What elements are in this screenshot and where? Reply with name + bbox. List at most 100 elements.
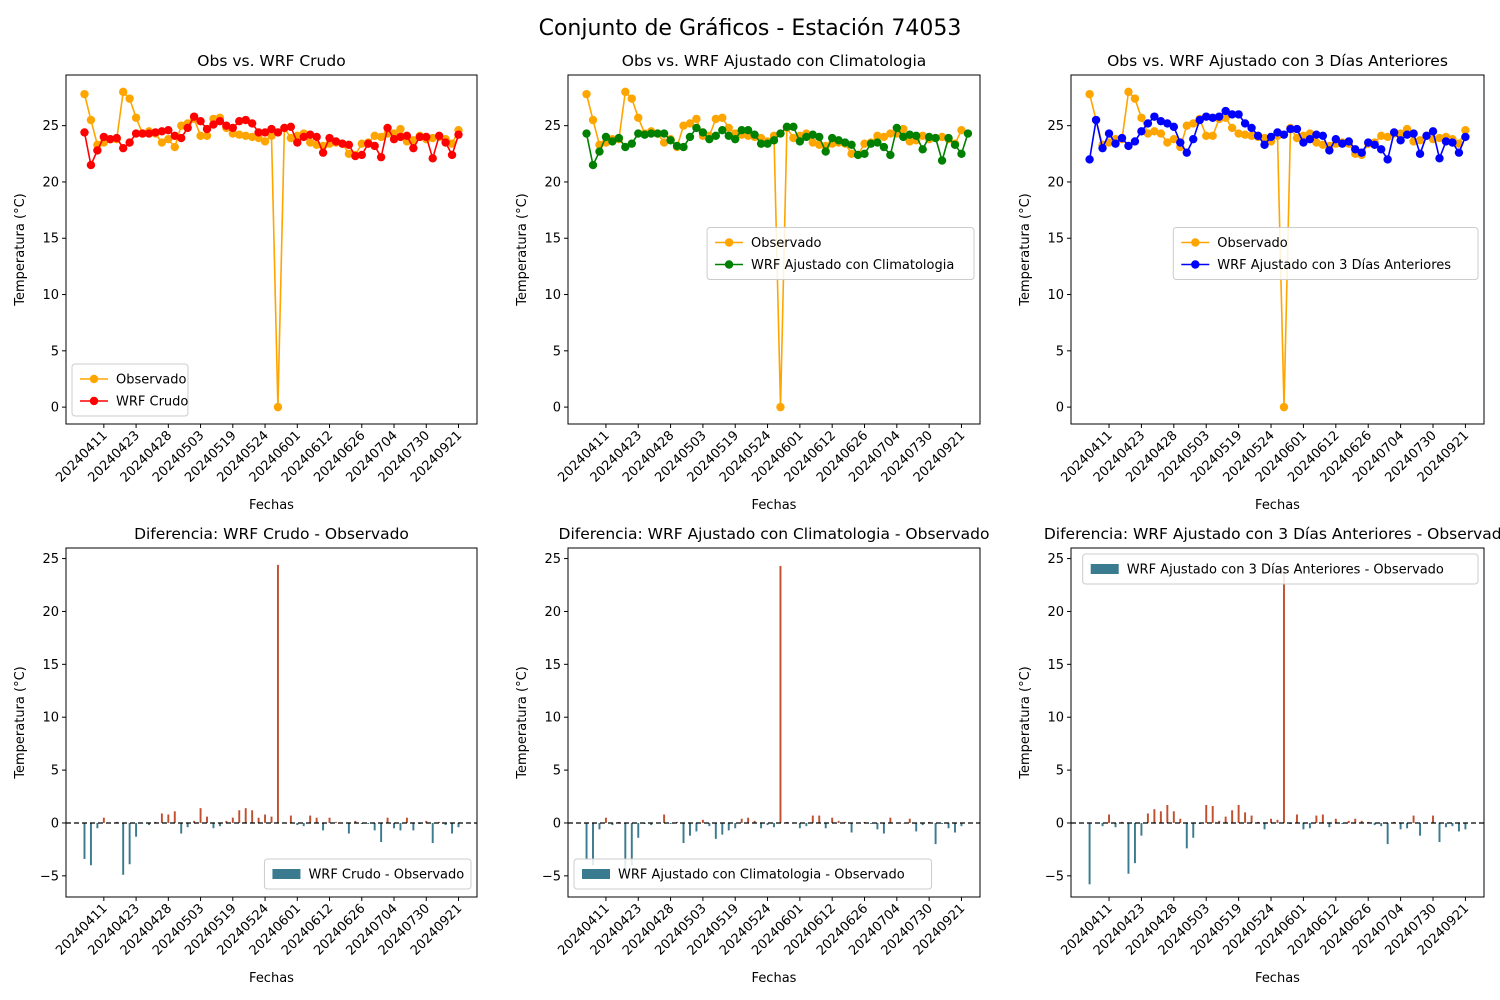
data-point-tres_dias bbox=[1383, 155, 1392, 164]
data-point-crudo bbox=[286, 122, 296, 131]
legend-label: WRF Ajustado con Climatologia bbox=[751, 258, 954, 273]
data-point-clima bbox=[724, 131, 733, 140]
data-point-clima bbox=[698, 128, 708, 137]
legend-label: Observado bbox=[751, 236, 822, 251]
data-point-crudo bbox=[293, 138, 302, 147]
data-point-observed bbox=[1234, 129, 1243, 138]
data-point-observed bbox=[235, 130, 244, 139]
diff-bar bbox=[1133, 822, 1136, 864]
data-point-observed bbox=[1124, 87, 1133, 97]
data-point-clima bbox=[866, 139, 876, 148]
diff-bar bbox=[354, 820, 357, 823]
data-point-observed bbox=[118, 87, 128, 97]
data-point-tres_dias bbox=[1461, 132, 1470, 142]
data-point-clima bbox=[847, 140, 856, 149]
data-point-clima bbox=[924, 132, 934, 142]
diff-bar bbox=[1360, 820, 1363, 823]
data-point-crudo bbox=[209, 120, 218, 129]
plot-area bbox=[568, 565, 980, 875]
y-axis-label: Temperatura (°C) bbox=[13, 666, 28, 779]
axes-frame bbox=[567, 547, 981, 898]
legend: WRF Ajustado con Climatologia - Observad… bbox=[573, 858, 933, 890]
data-point-observed bbox=[247, 132, 257, 142]
data-point-observed bbox=[1189, 119, 1198, 128]
diff-bar bbox=[1153, 809, 1156, 823]
diff-bar bbox=[934, 822, 937, 845]
y-tick-label: −5 bbox=[1045, 869, 1064, 884]
data-point-observed bbox=[344, 149, 354, 159]
data-point-observed bbox=[1085, 89, 1094, 99]
diff-bar bbox=[1438, 822, 1441, 843]
data-point-tres_dias bbox=[1176, 138, 1185, 147]
data-point-observed bbox=[157, 138, 167, 147]
diff-bar bbox=[257, 817, 260, 823]
data-point-observed bbox=[80, 89, 89, 99]
data-point-crudo bbox=[351, 151, 360, 161]
data-point-observed bbox=[1143, 129, 1153, 138]
data-point-clima bbox=[653, 129, 662, 138]
diff-bar bbox=[889, 817, 892, 823]
data-point-crudo bbox=[331, 137, 341, 146]
legend-patch-swatch bbox=[1090, 564, 1119, 574]
data-point-clima bbox=[627, 139, 636, 148]
data-point-tres_dias bbox=[1292, 124, 1302, 134]
diff-bar bbox=[708, 822, 711, 827]
data-point-observed bbox=[1182, 121, 1191, 130]
y-tick-label: 0 bbox=[1056, 816, 1064, 831]
figure-title: Conjunto de Gráficos - Estación 74053 bbox=[538, 16, 962, 41]
data-point-crudo bbox=[247, 119, 257, 128]
data-point-clima bbox=[873, 138, 882, 147]
diff-bar bbox=[1399, 822, 1402, 830]
data-point-observed bbox=[428, 133, 437, 143]
data-point-clima bbox=[963, 129, 973, 138]
diff-bar bbox=[1354, 818, 1357, 823]
data-point-tres_dias bbox=[1221, 106, 1230, 116]
data-point-tres_dias bbox=[1402, 130, 1412, 139]
diff-bar bbox=[876, 822, 879, 830]
diff-bar bbox=[1457, 822, 1460, 832]
data-point-tres_dias bbox=[1240, 119, 1250, 128]
data-point-observed bbox=[305, 138, 315, 147]
diff-bar bbox=[186, 822, 189, 828]
data-point-crudo bbox=[164, 125, 173, 135]
data-point-observed bbox=[937, 132, 947, 142]
y-tick-label: 20 bbox=[544, 175, 561, 190]
diff-bar bbox=[96, 822, 99, 829]
data-point-clima bbox=[731, 134, 740, 144]
y-tick-label: 20 bbox=[544, 605, 561, 620]
diff-bar bbox=[676, 821, 679, 823]
legend: Observado WRF Ajustado con 3 Días Anterio… bbox=[1172, 227, 1479, 280]
data-point-observed bbox=[1279, 402, 1289, 412]
data-point-tres_dias bbox=[1111, 139, 1120, 148]
diff-bar bbox=[206, 816, 208, 823]
diff-bar bbox=[360, 822, 363, 825]
legend-marker bbox=[1191, 260, 1200, 269]
diff-bar bbox=[102, 817, 105, 823]
diff-bar bbox=[740, 818, 743, 823]
diff-bar bbox=[844, 821, 847, 823]
diff-bar bbox=[289, 815, 292, 823]
diff-bar bbox=[315, 817, 318, 823]
diff-bar bbox=[457, 822, 460, 828]
data-point-crudo bbox=[80, 128, 89, 137]
diff-bar bbox=[1464, 822, 1467, 830]
data-point-observed bbox=[873, 131, 882, 140]
data-point-tres_dias bbox=[1104, 129, 1114, 138]
axes-frame bbox=[567, 74, 981, 425]
diff-bar bbox=[882, 822, 885, 834]
diff-bar bbox=[869, 822, 872, 825]
data-point-clima bbox=[879, 142, 889, 152]
data-point-tres_dias bbox=[1428, 127, 1438, 136]
data-point-tres_dias bbox=[1150, 112, 1159, 121]
diff-bar bbox=[1231, 810, 1234, 823]
data-point-crudo bbox=[441, 138, 450, 147]
data-point-tres_dias bbox=[1253, 131, 1263, 140]
legend-label: WRF Ajustado con Climatologia - Observad… bbox=[618, 868, 905, 883]
data-point-crudo bbox=[338, 139, 347, 148]
legend-box bbox=[71, 363, 189, 417]
legend-marker bbox=[724, 260, 734, 269]
diff-bar bbox=[1244, 812, 1247, 823]
data-point-observed bbox=[847, 149, 856, 159]
data-point-tres_dias bbox=[1305, 134, 1315, 144]
data-point-tres_dias bbox=[1266, 132, 1276, 142]
